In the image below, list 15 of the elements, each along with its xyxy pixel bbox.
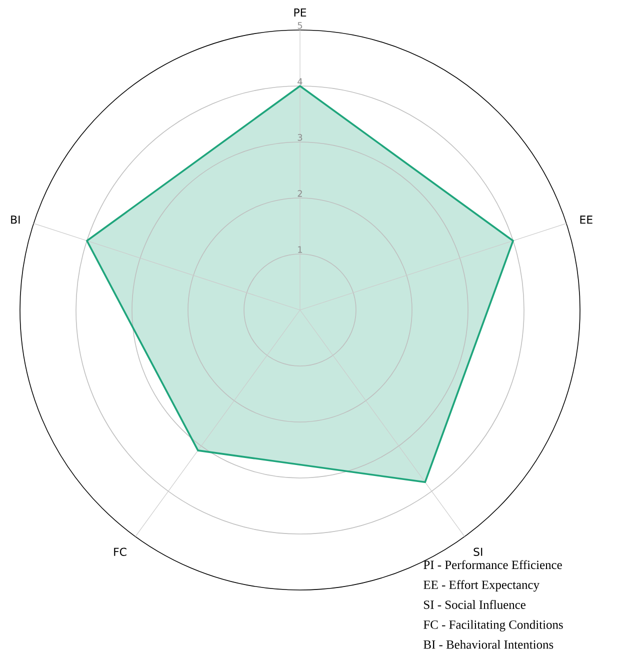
y-tick-label: 1 [298, 246, 302, 253]
y-tick-label: 2 [298, 190, 302, 197]
y-tick-label: 3 [298, 134, 302, 141]
y-tick-label: 5 [298, 22, 302, 29]
spoke-label: FC [114, 548, 126, 556]
spoke-label: PE [294, 8, 306, 16]
text: FC - Facilitating Conditions [424, 620, 563, 632]
text: PI - Performance Efficience [424, 560, 562, 570]
spoke-label: SI [474, 548, 482, 556]
spoke-label: BI [11, 216, 20, 224]
text: EE - Effort Expectancy [424, 580, 540, 592]
spoke-label: EE [580, 216, 592, 224]
text: BI - Behavioral Intentions [424, 640, 554, 649]
text: SI - Social Influence [424, 600, 526, 609]
y-tick-label: 4 [298, 78, 302, 85]
